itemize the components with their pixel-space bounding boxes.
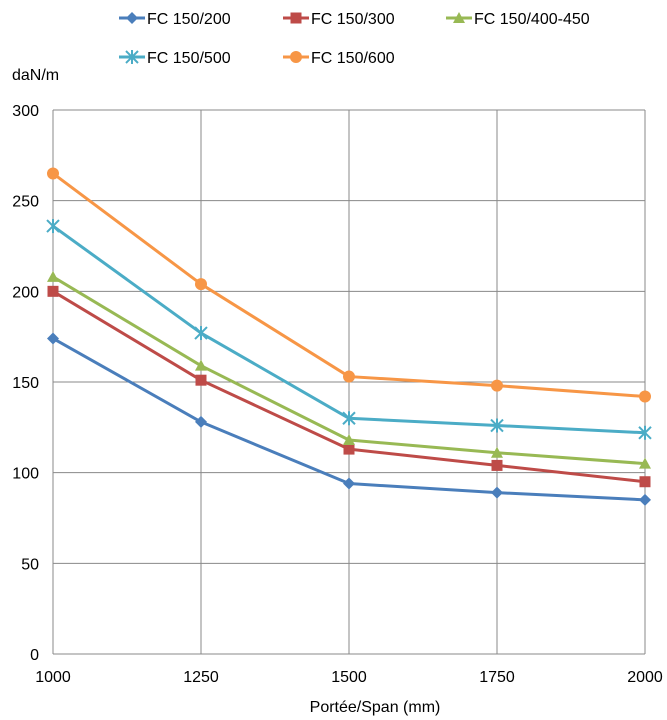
data-point	[343, 477, 355, 490]
data-point	[343, 370, 355, 383]
data-point	[639, 493, 651, 506]
data-point	[639, 457, 651, 469]
series-lines	[46, 167, 652, 506]
legend-item: FC 150/400-450	[446, 11, 590, 28]
data-point	[491, 459, 503, 471]
legend-label: FC 150/200	[147, 11, 231, 28]
data-point	[47, 332, 59, 345]
legend: FC 150/200 FC 150/300 FC 150/400-450 FC 150…	[119, 11, 590, 67]
legend-item: FC 150/600	[283, 50, 395, 67]
y-tick-label: 0	[30, 647, 39, 664]
legend-marker	[290, 51, 302, 63]
legend-marker	[290, 12, 302, 24]
data-point	[343, 434, 355, 446]
legend-marker	[125, 50, 139, 64]
data-point	[639, 390, 651, 403]
legend-item: FC 150/300	[283, 11, 395, 28]
data-point	[490, 418, 504, 433]
y-tick-label: 50	[21, 556, 39, 573]
x-tick-label: 2000	[627, 669, 663, 686]
x-axis-title: Portée/Span (mm)	[310, 699, 441, 716]
data-point	[47, 270, 59, 282]
y-tick-label: 150	[12, 375, 39, 392]
x-tick-label: 1750	[479, 669, 515, 686]
data-point	[194, 326, 208, 341]
axes: 0 50 100 150 200 250 300 1000 1250 1500 1750 2000	[12, 103, 663, 686]
legend-item: FC 150/200	[119, 11, 231, 28]
data-point	[195, 374, 207, 386]
data-point	[491, 446, 503, 458]
data-point	[195, 359, 207, 371]
y-tick-label: 200	[12, 284, 39, 301]
data-point	[639, 476, 651, 488]
data-point	[343, 443, 355, 455]
data-point	[638, 425, 652, 440]
data-point	[195, 278, 207, 291]
series-1	[47, 285, 651, 488]
series-0	[47, 332, 651, 506]
y-axis-title: daN/m	[12, 67, 59, 84]
data-point	[46, 219, 60, 234]
legend-label: FC 150/300	[311, 11, 395, 28]
legend-label: FC 150/400-450	[474, 11, 590, 28]
y-tick-label: 250	[12, 194, 39, 211]
legend-label: FC 150/500	[147, 50, 231, 67]
data-point	[491, 486, 503, 499]
legend-item: FC 150/500	[119, 50, 231, 67]
y-tick-label: 300	[12, 103, 39, 120]
data-point	[47, 285, 59, 297]
legend-marker	[126, 12, 138, 24]
series-2	[47, 270, 651, 469]
x-tick-label: 1500	[331, 669, 367, 686]
legend-label: FC 150/600	[311, 50, 395, 67]
data-point	[195, 415, 207, 428]
y-tick-label: 100	[12, 466, 39, 483]
series-4	[47, 167, 651, 403]
x-tick-label: 1000	[35, 669, 71, 686]
data-point	[47, 167, 59, 180]
data-point	[491, 379, 503, 392]
x-tick-label: 1250	[183, 669, 219, 686]
series-3	[46, 219, 652, 440]
data-point	[342, 411, 356, 426]
legend-marker	[453, 12, 465, 23]
